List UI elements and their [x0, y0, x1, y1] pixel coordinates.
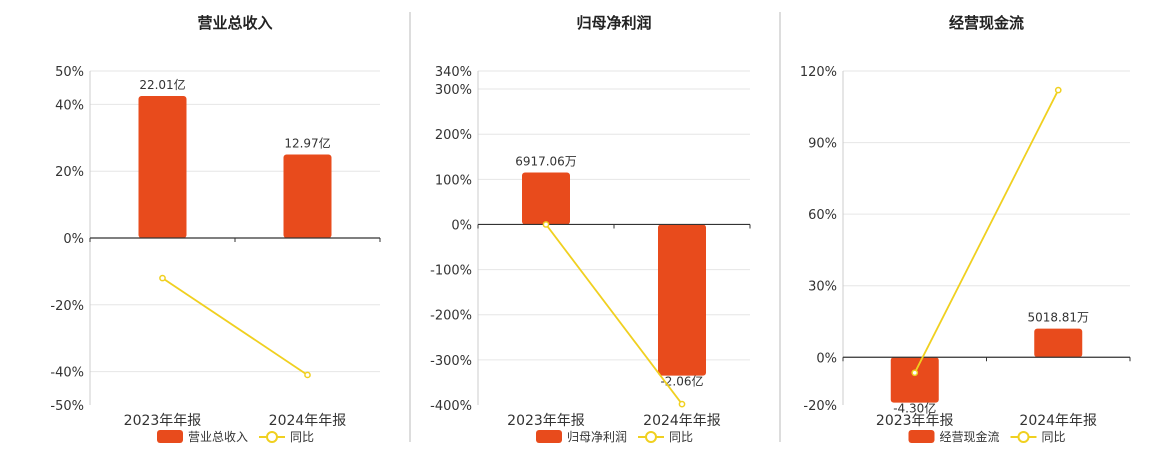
y-tick-label: 0%	[816, 351, 837, 366]
y-tick-label: 60%	[808, 208, 837, 223]
legend: 营业总收入 同比	[157, 430, 314, 444]
y-tick-label: 340%	[435, 65, 472, 80]
y-tick-label: 50%	[55, 65, 84, 80]
bar-data-label: 5018.81万	[1027, 311, 1089, 325]
chart-title: 营业总收入	[197, 14, 272, 32]
chart-title: 归母净利润	[576, 14, 651, 32]
y-tick-label: 120%	[800, 65, 837, 80]
yoy-point	[542, 221, 550, 228]
y-tick-label: 100%	[435, 173, 472, 188]
legend-line-label: 同比	[1042, 430, 1066, 444]
y-tick-label: 0%	[63, 232, 84, 247]
legend-line-marker	[645, 431, 657, 443]
bar-data-label: 12.97亿	[284, 136, 330, 151]
bar	[658, 224, 706, 376]
y-tick-label: 200%	[435, 128, 472, 143]
y-tick-label: -200%	[430, 309, 472, 324]
legend: 经营现金流 同比	[908, 429, 1066, 444]
legend-line-marker	[266, 431, 278, 443]
y-tick-label: -20%	[803, 399, 837, 414]
x-category-label: 2023年年报	[876, 413, 954, 429]
legend-bar-label: 营业总收入	[188, 430, 248, 444]
legend-line-label: 同比	[669, 430, 693, 444]
bar	[283, 154, 332, 238]
yoy-point	[304, 371, 311, 379]
bar	[1034, 328, 1083, 358]
legend-bar-label: 归母净利润	[567, 430, 627, 444]
x-category-label: 2024年年报	[643, 413, 721, 429]
y-tick-label: 20%	[55, 165, 84, 180]
bar	[890, 357, 939, 403]
legend-bar-swatch	[536, 430, 562, 443]
yoy-line	[545, 223, 683, 405]
legend-line-label: 同比	[290, 430, 314, 444]
x-category-label: 2023年年报	[507, 413, 585, 429]
y-tick-label: 40%	[55, 98, 84, 113]
y-tick-label: 90%	[808, 137, 837, 152]
x-category-label: 2024年年报	[269, 413, 347, 429]
x-category-label: 2023年年报	[124, 413, 202, 429]
y-tick-label: 300%	[435, 83, 472, 98]
bar-data-label: 22.01亿	[139, 77, 185, 92]
chart-panel-3: 经营现金流 120% 90% 60% 30% 0% -20% -4.30亿 5018.81万 20…	[800, 14, 1131, 444]
legend-bar-swatch	[908, 430, 935, 443]
chart-panel-2: 归母净利润 340% 300% 200% 100% 0% -100% -200% -300% -4…	[430, 14, 751, 444]
y-tick-label: 0%	[451, 218, 472, 233]
yoy-point	[911, 369, 919, 377]
yoy-point	[159, 274, 166, 282]
legend: 归母净利润 同比	[536, 430, 693, 444]
y-tick-label: -40%	[50, 366, 84, 381]
y-tick-label: -400%	[430, 399, 472, 414]
bar	[138, 96, 187, 238]
y-tick-label: -20%	[50, 299, 84, 314]
y-tick-label: -300%	[430, 354, 472, 369]
y-tick-label: -50%	[50, 399, 84, 414]
bar	[522, 172, 570, 225]
legend-bar-label: 经营现金流	[940, 429, 1000, 444]
chart-panel-1: 营业总收入 50% 40% 20% 0% -20% -40% -50% 22.01亿 12.97亿…	[50, 14, 381, 444]
legend-bar-swatch	[157, 430, 183, 443]
bar-data-label: 6917.06万	[515, 155, 577, 169]
chart-title: 经营现金流	[949, 14, 1024, 32]
yoy-line	[913, 89, 1060, 374]
y-tick-label: -100%	[430, 264, 472, 279]
legend-line-marker	[1017, 431, 1030, 443]
bar-data-label: -2.06亿	[660, 374, 703, 389]
bar-data-label: -4.30亿	[893, 401, 936, 416]
yoy-line	[162, 277, 308, 376]
yoy-point	[678, 400, 686, 408]
x-category-label: 2024年年报	[1019, 413, 1097, 429]
yoy-point	[1054, 86, 1062, 94]
y-tick-label: 30%	[808, 280, 837, 295]
